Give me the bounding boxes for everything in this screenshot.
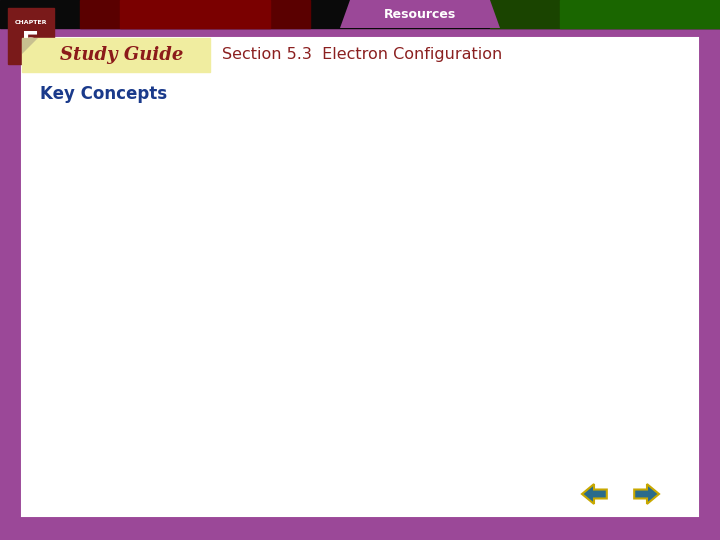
Bar	[490, 0, 720, 28]
Polygon shape	[634, 484, 659, 504]
Text: Study Guide: Study Guide	[60, 46, 184, 64]
Polygon shape	[22, 38, 38, 54]
Text: CHAPTER: CHAPTER	[14, 19, 48, 24]
Text: Key Concepts: Key Concepts	[40, 85, 167, 103]
Bar	[560, 0, 720, 28]
Bar	[0, 0, 720, 28]
Bar	[80, 0, 310, 28]
Text: Resources: Resources	[384, 8, 456, 21]
Bar	[8, 8, 54, 64]
Text: Section 5.3  Electron Configuration: Section 5.3 Electron Configuration	[222, 48, 503, 63]
Text: 5: 5	[22, 30, 41, 58]
Bar	[22, 38, 698, 516]
Bar	[22, 38, 210, 72]
Polygon shape	[340, 0, 500, 28]
Polygon shape	[582, 484, 607, 504]
Bar	[120, 0, 270, 28]
